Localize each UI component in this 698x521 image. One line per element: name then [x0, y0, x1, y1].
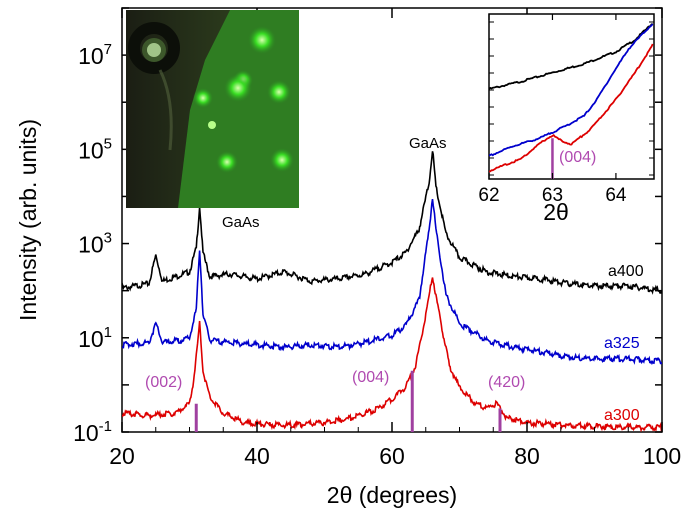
inset-x-tick-label-0: 62	[478, 185, 499, 206]
inset-series-line-a300	[489, 43, 654, 173]
gaas-annotation-1: GaAs	[222, 214, 260, 231]
inset-series-line-a325	[489, 23, 654, 157]
y-tick-label-1: 101	[78, 324, 112, 352]
zoom-inset: 62 63 64 (004) 2θ	[478, 13, 655, 225]
inset-ticks-group: 62 63 64	[478, 14, 654, 206]
gaas-annotation-2: GaAs	[409, 135, 447, 152]
x-axis-title: 2θ (degrees)	[327, 482, 457, 508]
series-label-a400: a400	[608, 263, 644, 280]
x-tick-label-0: 20	[109, 443, 135, 469]
y-tick-label-3: 105	[78, 135, 112, 163]
series-line-a300	[122, 277, 662, 432]
peak-markers-group	[194, 370, 502, 432]
inset-x-axis-title: 2θ	[543, 199, 569, 225]
y-axis-title: Intensity (arb. units)	[15, 119, 41, 321]
x-tick-label-4: 100	[643, 443, 681, 469]
y-tick-label-4: 107	[78, 41, 112, 69]
series-line-a325	[122, 198, 662, 366]
x-tick-label-1: 40	[244, 443, 270, 469]
inset-x-tick-label-2: 64	[605, 185, 627, 206]
peak-label-420: (420)	[488, 374, 525, 391]
axis-ticks-group: 20 40 60 80 100 10-1 101 103 105 107	[73, 7, 681, 469]
main-series-group	[122, 151, 662, 432]
inset-marker-label: (004)	[559, 149, 596, 166]
peak-label-004: (004)	[352, 369, 389, 386]
series-label-a325: a325	[604, 335, 640, 352]
x-tick-label-3: 80	[514, 443, 540, 469]
inset-series-line-a400	[489, 22, 654, 90]
micrograph-inset-photo	[126, 10, 299, 208]
series-line-a400	[122, 151, 662, 295]
inset-series-group	[489, 22, 654, 179]
y-tick-label-0: 10-1	[73, 418, 112, 446]
peak-label-002: (002)	[145, 374, 182, 391]
x-tick-label-2: 60	[379, 443, 405, 469]
series-label-a300: a300	[604, 407, 640, 424]
inset-x-tick-label-1: 63	[542, 185, 563, 206]
y-tick-label-2: 103	[78, 230, 112, 258]
